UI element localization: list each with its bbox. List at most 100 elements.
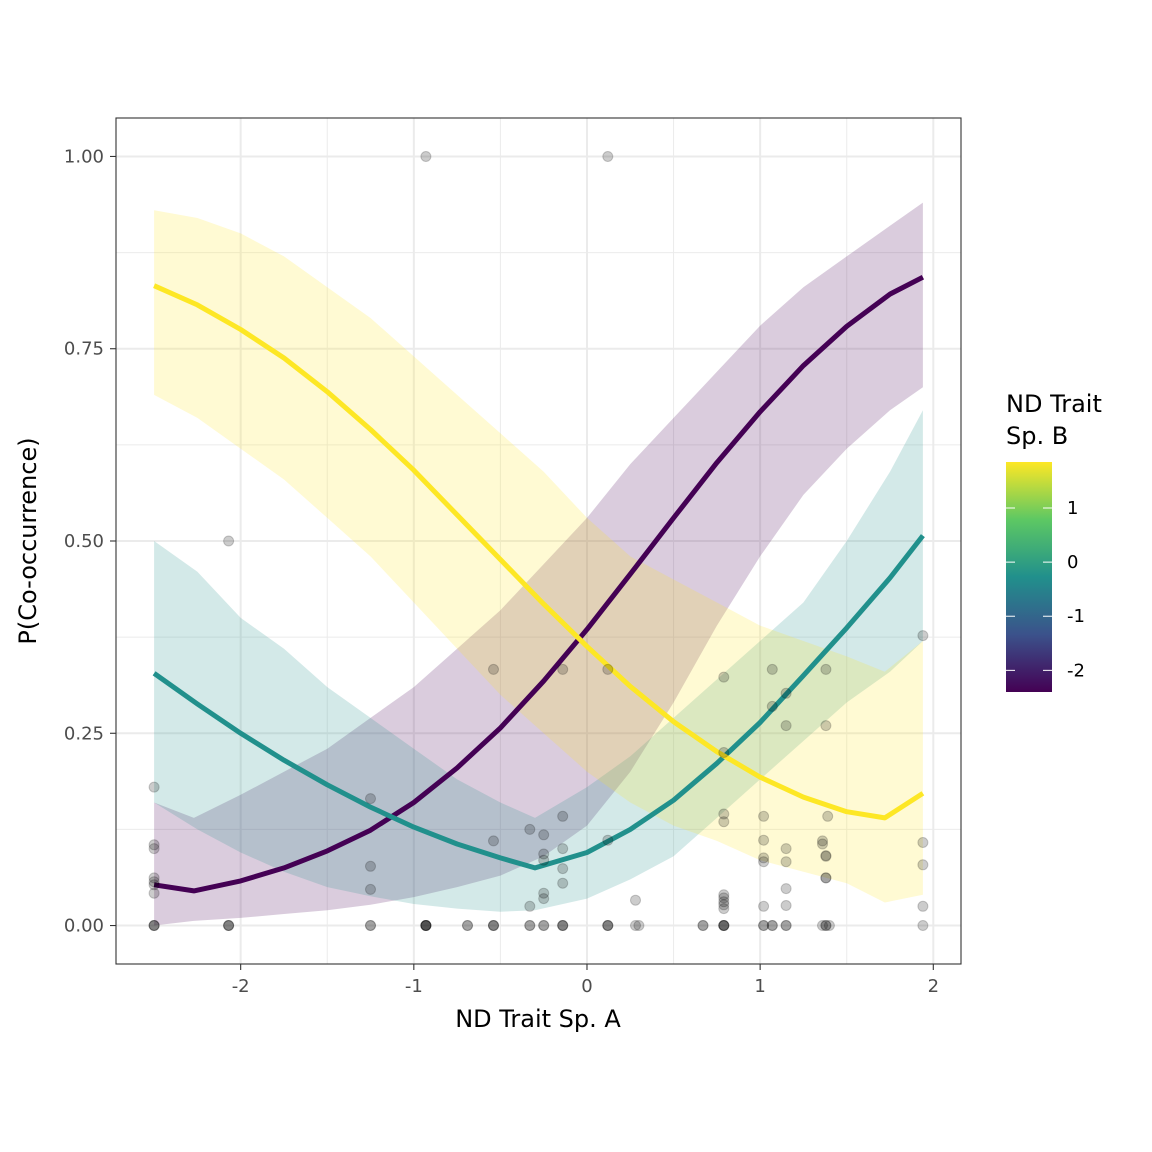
data-point: [820, 850, 832, 862]
colorbar-tick-label: 1: [1067, 498, 1078, 519]
x-tick-label: 0: [581, 976, 592, 997]
data-point: [780, 883, 792, 895]
data-point: [780, 843, 792, 855]
data-point: [538, 854, 550, 866]
data-point: [718, 892, 730, 904]
colorbar-tick-label: 0: [1067, 552, 1078, 573]
colorbar-tick-label: -2: [1067, 660, 1085, 681]
ribbon-high: [154, 210, 923, 903]
x-axis-title: ND Trait Sp. A: [455, 1005, 621, 1033]
observed-points: [148, 151, 929, 931]
data-point: [820, 720, 832, 732]
data-point: [780, 900, 792, 911]
data-point: [697, 920, 709, 931]
ribbon-mid: [154, 410, 923, 912]
x-tick-label: -1: [405, 976, 423, 997]
data-point: [766, 920, 778, 931]
data-point: [148, 872, 160, 884]
legend-title-line-1: ND Trait: [1006, 390, 1102, 418]
data-point: [718, 671, 730, 683]
data-point: [148, 876, 160, 888]
data-point: [718, 920, 730, 931]
y-tick-label: 1.00: [64, 146, 104, 167]
y-tick-label: 0.00: [64, 916, 104, 937]
data-point: [780, 720, 792, 732]
data-point: [365, 860, 376, 872]
line-low: [153, 274, 925, 894]
data-point: [718, 920, 730, 931]
data-point: [538, 887, 550, 899]
data-point: [780, 920, 792, 931]
y-axis: 0.00 0.25 0.50 0.75 1.00: [64, 146, 116, 937]
data-point: [718, 889, 730, 901]
data-point: [524, 900, 536, 912]
data-point: [557, 920, 569, 931]
data-point: [557, 920, 569, 931]
data-point: [148, 920, 160, 931]
data-point: [420, 920, 432, 931]
y-tick-label: 0.50: [64, 531, 104, 552]
y-axis-title: P(Co-occurrence): [14, 437, 42, 644]
x-axis: -2 -1 0 1 2: [232, 964, 939, 997]
data-point: [820, 920, 832, 931]
data-point: [148, 887, 160, 899]
data-point: [823, 920, 835, 931]
data-point: [538, 893, 550, 905]
data-point: [817, 838, 828, 850]
data-point: [602, 920, 614, 931]
data-point: [917, 920, 929, 931]
data-point: [488, 920, 499, 931]
data-point: [538, 920, 550, 931]
data-point: [633, 920, 645, 931]
data-point: [557, 663, 569, 675]
y-tick-label: 0.25: [64, 723, 104, 744]
data-point: [148, 839, 160, 851]
data-point: [223, 920, 235, 931]
data-point: [718, 896, 730, 908]
data-point: [917, 630, 929, 642]
line-high: [153, 283, 925, 821]
x-tick-label: 2: [928, 976, 939, 997]
data-point: [148, 781, 160, 793]
data-point: [758, 920, 770, 931]
data-point: [524, 920, 536, 931]
data-point: [822, 810, 834, 822]
data-point: [223, 920, 235, 931]
data-point: [488, 835, 499, 847]
data-point: [820, 850, 832, 862]
data-point: [718, 816, 730, 828]
data-point: [420, 920, 432, 931]
y-tick-label: 0.75: [64, 339, 104, 360]
data-point: [602, 663, 614, 675]
data-point: [148, 843, 160, 855]
data-point: [148, 879, 160, 891]
data-point: [820, 663, 832, 675]
data-point: [917, 900, 929, 912]
data-point: [718, 899, 730, 911]
data-point: [766, 920, 778, 931]
data-point: [820, 872, 832, 884]
data-point: [420, 151, 432, 162]
data-point: [602, 151, 614, 162]
data-point: [766, 700, 778, 712]
data-point: [488, 920, 499, 931]
data-point: [697, 920, 709, 931]
grid-major: [116, 118, 961, 964]
data-point: [780, 920, 792, 931]
data-point: [420, 920, 432, 931]
confidence-ribbons: [154, 202, 923, 926]
line-mid: [152, 534, 925, 871]
data-point: [766, 663, 778, 675]
data-point: [718, 920, 730, 931]
data-point: [917, 837, 929, 848]
data-point: [223, 535, 235, 547]
data-point: [758, 852, 770, 864]
data-point: [420, 920, 432, 931]
x-tick-label: 1: [754, 976, 765, 997]
data-point: [148, 920, 160, 931]
colorbar-ticks: 1 0 -1 -2: [1006, 498, 1085, 681]
colorbar: [1006, 462, 1052, 692]
data-point: [758, 834, 770, 846]
data-point: [365, 920, 376, 931]
